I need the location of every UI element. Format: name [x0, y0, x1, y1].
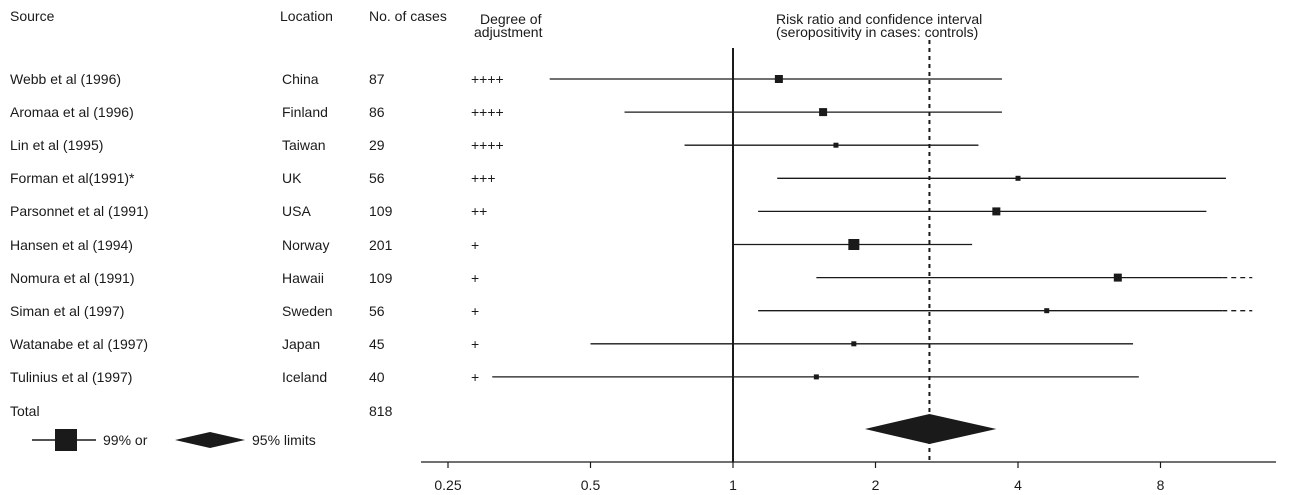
- study-adjustment: +: [471, 269, 480, 286]
- study-adjustment: +: [471, 236, 480, 253]
- study-location: Norway: [282, 236, 330, 253]
- study-location: China: [282, 71, 319, 87]
- study-source: Aromaa et al (1996): [10, 104, 134, 121]
- study-cases: 29: [369, 137, 385, 154]
- study-location: Finland: [282, 104, 328, 121]
- study-cases: 109: [369, 269, 393, 286]
- study-location: Iceland: [282, 368, 328, 385]
- study-cases: 86: [369, 104, 385, 121]
- point-estimate: [992, 207, 1001, 216]
- x-tick-label: 8: [1157, 477, 1165, 493]
- study-adjustment: +: [471, 302, 480, 319]
- chart-title-line1: Risk ratio and confidence interval: [776, 11, 983, 27]
- point-estimate: [819, 108, 828, 117]
- point-estimate: [774, 75, 783, 83]
- study-cases: 45: [369, 335, 385, 352]
- study-location: Hawaii: [282, 269, 325, 286]
- study-location: USA: [282, 203, 311, 220]
- study-adjustment: +: [471, 335, 480, 352]
- point-estimate: [1015, 175, 1021, 181]
- study-source: Forman et al(1991)*: [10, 170, 135, 187]
- study-cases: 56: [369, 170, 385, 187]
- x-tick-label: 0.5: [581, 477, 601, 493]
- legend-diamond-label: 95% limits: [252, 432, 316, 448]
- study-cases: 109: [369, 203, 393, 220]
- point-estimate: [1044, 308, 1050, 314]
- study-source: Webb et al (1996): [10, 71, 122, 87]
- point-estimate: [1113, 273, 1122, 282]
- study-location: Sweden: [282, 302, 333, 319]
- header-cases: No. of cases: [369, 8, 447, 24]
- study-source: Parsonnet et al (1991): [10, 203, 149, 220]
- study-adjustment: ++++: [471, 71, 504, 87]
- study-location: UK: [282, 170, 302, 187]
- header-adjustment-line2: adjustment: [474, 24, 543, 40]
- study-source: Lin et al (1995): [10, 137, 104, 154]
- total-label: Total: [10, 403, 40, 419]
- study-adjustment: ++++: [471, 104, 504, 121]
- header-location: Location: [280, 8, 333, 24]
- legend-square: [55, 429, 77, 451]
- x-tick-label: 0.25: [434, 477, 461, 493]
- study-source: Tulinius et al (1997): [10, 368, 133, 385]
- point-estimate: [813, 374, 819, 380]
- study-adjustment: ++++: [471, 137, 504, 154]
- study-cases: 56: [369, 302, 385, 319]
- header-source: Source: [10, 8, 55, 24]
- x-tick-label: 1: [729, 477, 737, 493]
- study-source: Siman et al (1997): [10, 302, 125, 319]
- legend-diamond: [175, 432, 245, 448]
- legend-ci-label: 99% or: [103, 432, 148, 448]
- point-estimate: [851, 341, 857, 347]
- study-source: Hansen et al (1994): [10, 236, 133, 253]
- study-cases: 40: [369, 368, 385, 385]
- pooled-diamond: [864, 414, 997, 444]
- study-location: Japan: [282, 335, 321, 352]
- study-location: Taiwan: [282, 137, 326, 154]
- x-tick-label: 2: [872, 477, 880, 493]
- x-tick-label: 4: [1014, 477, 1022, 493]
- study-adjustment: ++: [471, 203, 488, 220]
- study-adjustment: +++: [471, 170, 496, 187]
- chart-title-line2: (seropositivity in cases: controls): [776, 24, 979, 40]
- point-estimate: [833, 142, 839, 148]
- total-cases: 818: [369, 403, 393, 419]
- point-estimate: [848, 239, 860, 250]
- study-source: Nomura et al (1991): [10, 269, 135, 286]
- study-source: Watanabe et al (1997): [10, 335, 149, 352]
- study-adjustment: +: [471, 368, 480, 385]
- study-cases: 201: [369, 236, 393, 253]
- header-adjustment-line1: Degree of: [480, 11, 542, 27]
- study-cases: 87: [369, 71, 385, 87]
